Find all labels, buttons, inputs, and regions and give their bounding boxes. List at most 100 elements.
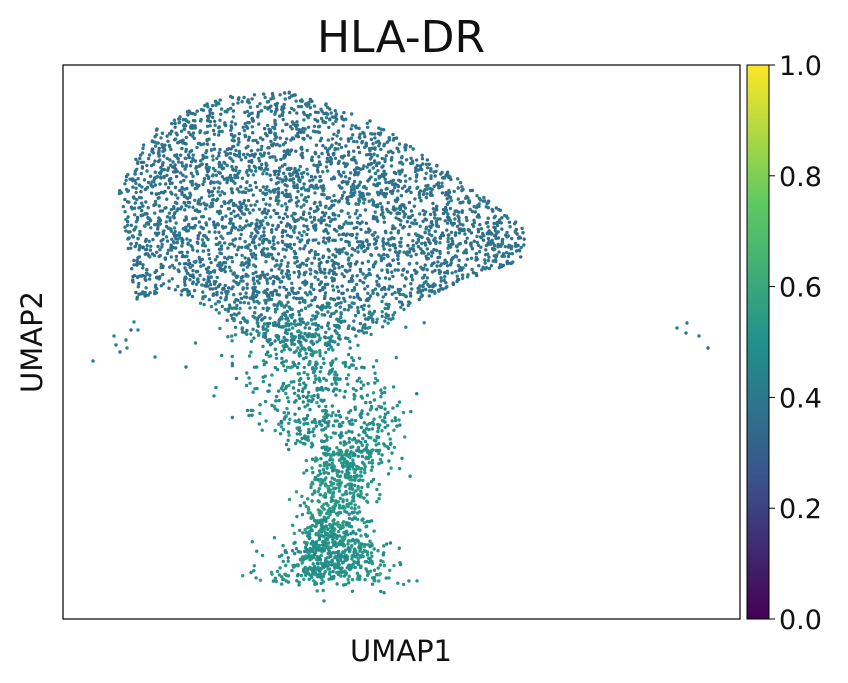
- cell-point: [342, 154, 346, 158]
- cell-point: [124, 217, 128, 222]
- cell-point: [423, 287, 428, 292]
- cell-point: [287, 400, 291, 404]
- cell-point: [232, 293, 236, 297]
- cell-point: [350, 418, 354, 422]
- cell-point: [239, 279, 243, 283]
- cell-point: [365, 192, 370, 196]
- cell-point: [134, 181, 138, 186]
- cell-point: [157, 154, 161, 158]
- cell-point: [292, 270, 296, 275]
- cell-point: [311, 443, 315, 447]
- cell-point: [279, 157, 283, 162]
- cell-point: [187, 222, 191, 227]
- cell-point: [310, 261, 314, 265]
- cell-point: [331, 284, 335, 288]
- cell-point: [211, 128, 216, 133]
- cell-point: [435, 204, 439, 208]
- cell-point: [344, 162, 349, 166]
- cell-point: [331, 253, 335, 257]
- cell-point: [238, 300, 243, 305]
- cell-point: [295, 438, 299, 443]
- cell-point: [352, 179, 357, 184]
- cell-point: [316, 489, 320, 494]
- cell-point: [225, 257, 230, 261]
- cell-point: [407, 200, 412, 205]
- cell-point: [412, 249, 416, 253]
- cell-point: [486, 236, 491, 241]
- cell-point: [382, 216, 386, 220]
- cell-point: [442, 261, 447, 265]
- cell-point: [312, 104, 317, 108]
- cell-point: [386, 423, 390, 428]
- cell-point: [300, 296, 304, 300]
- cell-point: [485, 201, 489, 206]
- cell-point: [218, 326, 222, 331]
- cell-point: [372, 417, 376, 421]
- cell-point: [206, 105, 210, 109]
- cell-point: [247, 135, 251, 139]
- cell-point: [508, 225, 512, 229]
- cell-point: [216, 284, 221, 289]
- cell-point: [337, 489, 342, 493]
- cell-point: [359, 227, 363, 232]
- cell-point: [329, 480, 333, 484]
- cell-point: [368, 421, 372, 426]
- cell-point: [347, 279, 351, 284]
- cell-point: [138, 156, 142, 161]
- cell-point: [162, 229, 166, 233]
- cell-point: [361, 307, 366, 311]
- cell-point: [182, 201, 186, 205]
- cell-point: [300, 389, 305, 394]
- cell-point: [287, 383, 291, 388]
- cell-point: [356, 485, 360, 489]
- cell-point: [223, 283, 227, 288]
- cell-point: [321, 119, 325, 123]
- cell-point: [433, 268, 437, 273]
- cell-point: [318, 387, 322, 391]
- cell-point: [255, 321, 259, 325]
- cell-point: [365, 153, 369, 157]
- cell-point: [405, 270, 410, 274]
- cell-point: [161, 237, 165, 242]
- cell-point: [227, 207, 231, 211]
- cell-point: [485, 220, 490, 225]
- cell-point: [329, 111, 333, 115]
- cell-point: [183, 283, 187, 287]
- cell-point: [349, 532, 353, 536]
- cell-point: [215, 275, 219, 280]
- cell-point: [332, 323, 337, 328]
- cell-point: [188, 278, 192, 282]
- cell-point: [289, 173, 293, 178]
- cell-point: [267, 383, 272, 387]
- cell-point: [313, 363, 318, 367]
- cell-point: [184, 229, 189, 233]
- cell-point: [456, 186, 460, 190]
- cell-point: [280, 129, 285, 133]
- cell-point: [350, 578, 355, 582]
- cell-point: [278, 566, 282, 570]
- cell-point: [165, 156, 169, 161]
- cell-point: [366, 291, 370, 295]
- cell-point: [255, 318, 259, 322]
- cell-point: [270, 230, 274, 234]
- cell-point: [285, 406, 289, 411]
- cell-point: [493, 228, 497, 233]
- cell-point: [377, 442, 381, 446]
- cell-point: [217, 154, 221, 158]
- cell-point: [215, 290, 219, 295]
- cell-point: [303, 188, 308, 192]
- cell-point: [174, 174, 179, 179]
- cell-point: [237, 190, 241, 194]
- cell-point: [369, 253, 374, 257]
- cell-point: [156, 196, 160, 200]
- cell-point: [500, 237, 505, 242]
- cell-point: [316, 499, 320, 503]
- cell-point: [285, 233, 290, 237]
- cell-point: [140, 209, 144, 213]
- cell-point: [306, 172, 310, 176]
- cell-point: [436, 288, 441, 292]
- cell-point: [328, 458, 332, 462]
- cell-point: [272, 242, 276, 246]
- cell-point: [356, 309, 360, 313]
- cell-point: [427, 228, 431, 233]
